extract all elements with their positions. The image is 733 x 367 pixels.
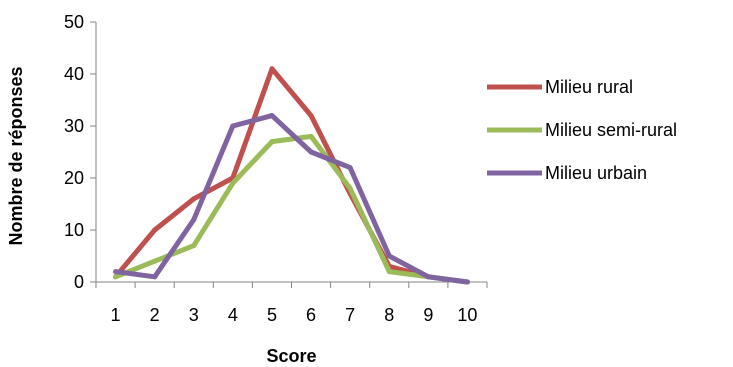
legend-label-milieu-urbain: Milieu urbain <box>545 163 647 183</box>
data-point-milieu-urbain <box>308 149 314 155</box>
data-point-milieu-rural <box>308 113 314 119</box>
data-point-milieu-urbain <box>347 165 353 171</box>
data-point-milieu-urbain <box>464 279 470 285</box>
x-tick-label: 8 <box>384 305 394 325</box>
y-tick-label: 30 <box>64 116 84 136</box>
series-line-milieu-rural <box>113 66 468 285</box>
legend: Milieu rural Milieu semi-rural Milieu urba… <box>487 77 677 183</box>
data-point-milieu-rural <box>152 227 158 233</box>
y-tick-label: 20 <box>64 168 84 188</box>
x-axis-title: Score <box>266 346 316 366</box>
data-point-milieu-urbain <box>230 123 236 129</box>
x-tick-label: 9 <box>423 305 433 325</box>
x-tick-label: 6 <box>306 305 316 325</box>
data-point-milieu-rural <box>191 196 197 202</box>
x-tick-label: 2 <box>150 305 160 325</box>
series-line-milieu-semi-rural <box>114 133 468 285</box>
y-tick-label: 40 <box>64 64 84 84</box>
y-tick-label: 50 <box>64 12 84 32</box>
x-tick-label: 4 <box>228 305 238 325</box>
data-point-milieu-urbain <box>191 217 197 223</box>
data-point-milieu-semi-rural <box>191 243 197 249</box>
x-tick-label: 1 <box>111 305 121 325</box>
data-point-milieu-rural <box>269 66 275 72</box>
data-point-milieu-urbain <box>386 253 392 259</box>
data-point-milieu-semi-rural <box>230 180 236 186</box>
axes: 0 10 20 30 40 50 1 2 3 4 5 6 7 8 9 10 <box>64 12 488 325</box>
data-point-milieu-semi-rural <box>113 274 119 280</box>
series-line-milieu-urbain <box>115 113 468 285</box>
data-point-milieu-urbain <box>152 274 158 280</box>
y-axis-title: Nombre de réponses <box>6 66 26 245</box>
x-tick-label: 5 <box>267 305 277 325</box>
data-point-milieu-urbain <box>269 113 275 119</box>
data-point-milieu-urbain <box>425 274 431 280</box>
x-tick-label: 3 <box>189 305 199 325</box>
x-tick-label: 7 <box>345 305 355 325</box>
series-lines <box>113 66 470 285</box>
legend-label-milieu-rural: Milieu rural <box>545 77 633 97</box>
data-point-milieu-urbain <box>113 269 119 275</box>
y-tick-label: 0 <box>74 272 84 292</box>
data-point-milieu-semi-rural <box>269 139 275 145</box>
data-point-milieu-semi-rural <box>347 185 353 191</box>
y-tick-label: 10 <box>64 220 84 240</box>
data-point-milieu-semi-rural <box>308 133 314 139</box>
data-point-milieu-semi-rural <box>386 269 392 275</box>
legend-label-milieu-semi-rural: Milieu semi-rural <box>545 120 677 140</box>
data-point-milieu-semi-rural <box>152 258 158 264</box>
x-tick-label: 10 <box>457 305 477 325</box>
